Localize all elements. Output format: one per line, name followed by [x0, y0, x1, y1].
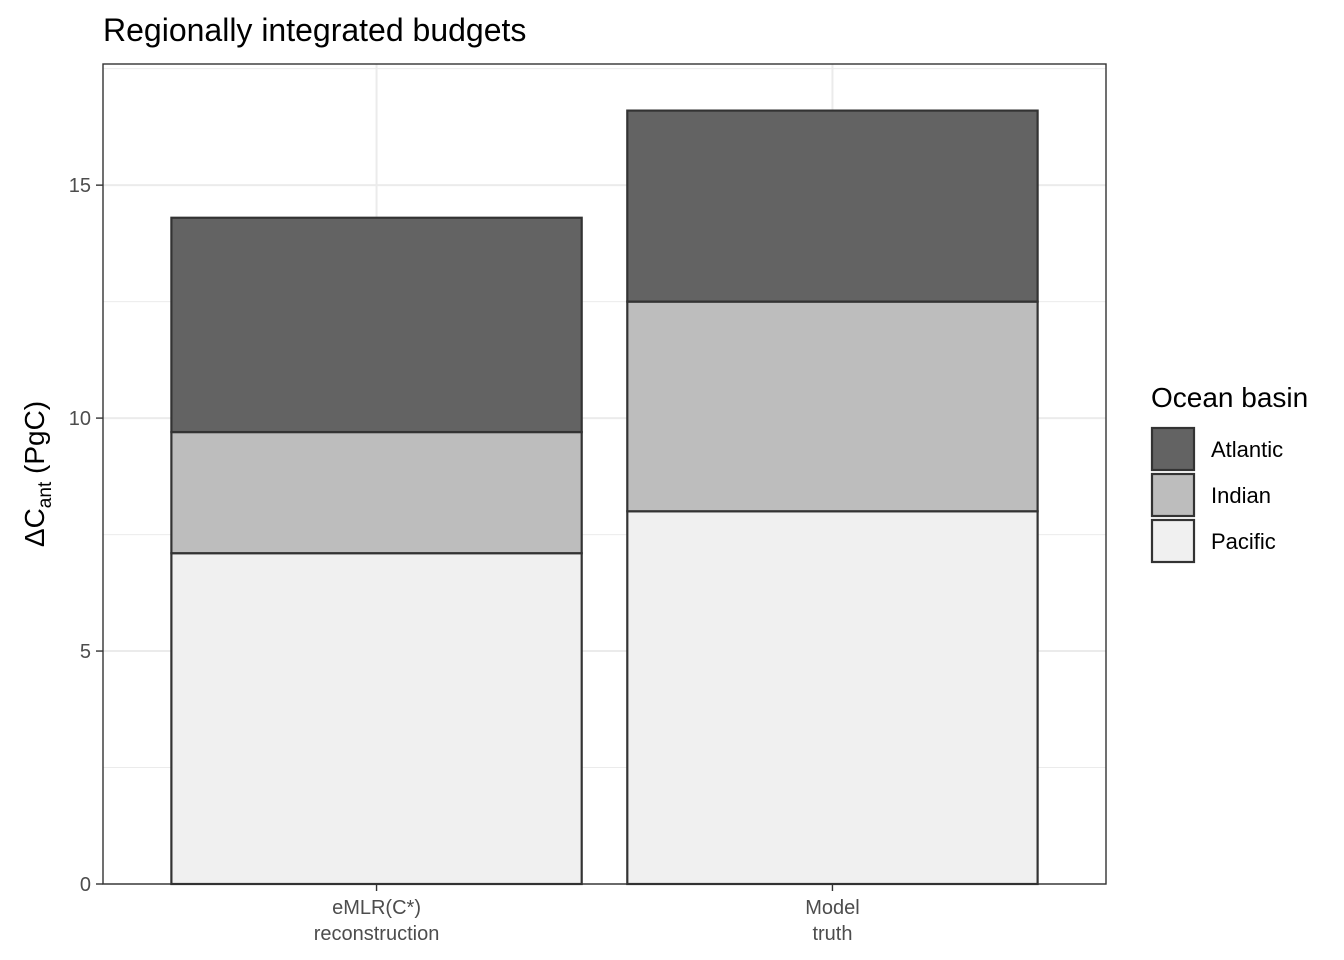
legend-label-atlantic: Atlantic [1211, 437, 1283, 462]
chart-title: Regionally integrated budgets [103, 12, 526, 48]
bar-atlantic-2 [626, 109, 1039, 303]
x-tick-label: Model [805, 897, 859, 919]
y-axis-title: ΔCant (PgC) [19, 401, 56, 547]
bar-atlantic-1 [170, 216, 583, 434]
legend-title: Ocean basin [1151, 382, 1308, 413]
x-axis: eMLR(C*) reconstruction Model truth [314, 884, 860, 945]
bar-indian-1 [170, 430, 583, 555]
x-tick-label: reconstruction [314, 923, 440, 945]
bars [170, 109, 1039, 886]
y-tick-label: 10 [69, 408, 91, 430]
y-axis-title-prefix: ΔC [19, 508, 50, 547]
legend-key-atlantic [1150, 426, 1196, 472]
y-axis-title-subscript: ant [35, 481, 56, 508]
bar-pacific-2 [626, 510, 1039, 886]
x-tick-label: truth [812, 923, 852, 945]
legend-label-indian: Indian [1211, 483, 1271, 508]
y-tick-label: 0 [80, 874, 91, 896]
legend-label-pacific: Pacific [1211, 529, 1276, 554]
y-axis: 0 5 10 15 [69, 175, 103, 896]
bar-pacific-1 [170, 552, 583, 886]
legend: Ocean basin Atlantic Indian Pacific [1150, 382, 1308, 564]
y-tick-label: 5 [80, 641, 91, 663]
legend-key-indian [1150, 472, 1196, 518]
bar-indian-2 [626, 300, 1039, 513]
panel-border [102, 63, 1107, 885]
y-axis-title-suffix: (PgC) [19, 401, 50, 482]
x-tick-label: eMLR(C*) [332, 897, 421, 919]
legend-key-pacific [1150, 518, 1196, 564]
y-tick-label: 15 [69, 175, 91, 197]
